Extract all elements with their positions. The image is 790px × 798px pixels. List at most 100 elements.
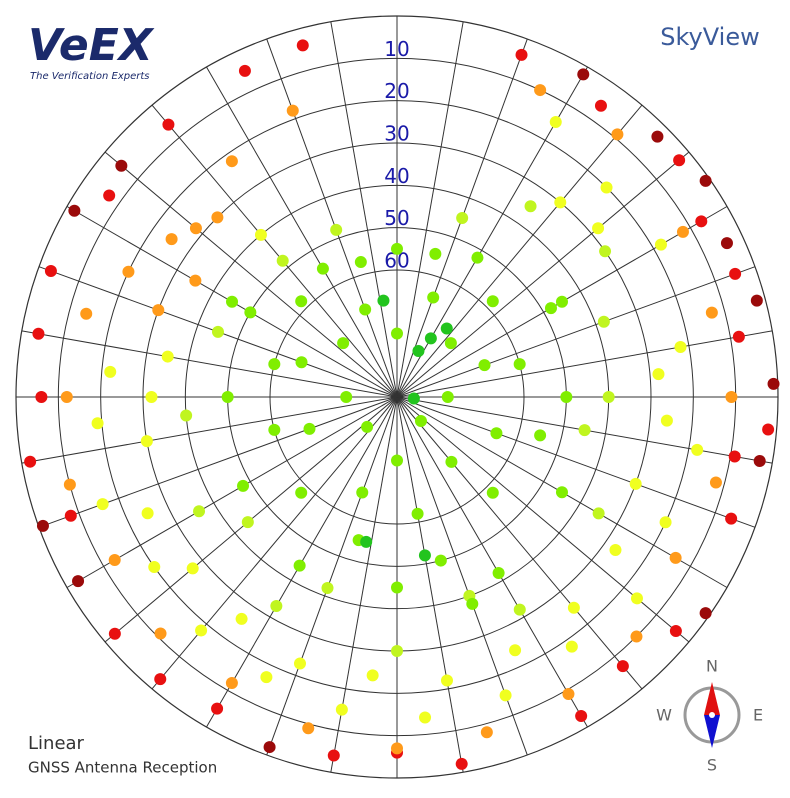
compass-s: S [707,756,717,775]
satellite-dot [115,159,128,172]
satellite-dot [445,455,458,468]
satellite-dot [592,222,605,235]
satellite-dot [303,422,316,435]
satellite-dot [302,722,315,735]
satellite-dot [330,223,343,236]
satellite-dot [268,358,281,371]
satellite-dot [254,228,267,241]
satellite-dot [391,454,403,467]
elevation-ring [100,100,694,694]
satellite-dot [490,427,503,440]
satellite-dot [108,627,121,640]
satellite-dot [391,645,403,657]
satellite-dot [193,505,206,518]
elevation-label: 20 [384,79,409,103]
satellite-dot [80,307,93,320]
satellite-dot [544,302,557,315]
satellite-dot [729,267,742,280]
azimuth-spoke [396,330,773,398]
satellite-dot [36,519,49,532]
satellite-dot [44,265,57,278]
satellite-dot [335,703,348,716]
satellite-dot [189,222,202,235]
satellite-dot [211,702,224,715]
satellite-dot [440,674,453,687]
satellite-dot [263,741,276,754]
satellite-tracks [24,39,780,770]
azimuth-spoke [151,396,398,690]
satellite-dot [189,274,202,287]
satellite-dot [762,423,775,436]
satellite-dot [471,251,484,264]
elevation-label: 30 [384,122,409,146]
satellite-dot [486,486,499,499]
satellite-dot [652,368,665,381]
satellite-dot [180,409,193,422]
satellite-dot [154,627,167,640]
satellite-dot [286,104,299,117]
satellite-dot [148,560,161,573]
satellite-dot [340,391,353,403]
satellite-dot [534,429,547,442]
satellite-dot [296,39,309,52]
compass-w: W [656,706,672,725]
azimuth-spoke [396,266,756,398]
caption: GNSS Antenna Reception [28,759,217,777]
satellite-dot [276,254,289,267]
satellite-dot [616,660,629,673]
azimuth-spoke [396,151,690,398]
satellite-dot [414,414,427,427]
satellite-dot [676,225,689,238]
satellite-dot [225,676,238,689]
satellite-dot [524,200,537,213]
satellite-dot [237,479,250,492]
satellite-dot [725,391,738,403]
satellite-dot [226,295,239,308]
satellite-dot [295,356,308,369]
satellite-dot [366,669,379,682]
satellite-dot [391,581,403,594]
azimuth-spoke [21,330,398,398]
satellite-dot [418,549,431,562]
satellite-dot [513,358,526,371]
satellite-dot [630,630,643,643]
satellite-dot [554,196,567,209]
satellite-dot [753,454,766,467]
satellite-dot [161,350,174,363]
satellite-dot [509,644,522,657]
satellite-dot [360,535,373,548]
satellite-dot [91,417,104,430]
satellite-dot [456,211,469,224]
satellite-dot [391,242,403,255]
satellite-dot [709,476,722,489]
satellite-dot [499,689,512,702]
satellite-dot [411,507,424,520]
satellite-dot [32,327,45,340]
satellite-dot [391,327,403,340]
satellite-dot [659,516,672,529]
satellite-dot [424,332,437,345]
satellite-dot [660,414,673,427]
satellite-dot [534,84,547,97]
satellite-dot [316,262,329,275]
satellite-dot [241,516,254,529]
compass-n: N [706,657,718,676]
satellite-dot [602,391,615,403]
satellite-dot [562,687,575,700]
azimuth-spoke [396,104,643,398]
satellite-dot [599,245,612,258]
satellite-dot [440,322,453,335]
satellite-dot [699,174,712,187]
satellite-dot [674,341,687,354]
azimuth-spoke [396,396,756,528]
azimuth-spoke [396,396,464,773]
satellite-dot [104,365,117,378]
azimuth-spoke [66,396,398,588]
satellite-dot [154,673,167,686]
satellite-dot [165,233,178,246]
satellite-dot [567,601,580,614]
compass-north-needle [704,682,720,715]
satellite-dot [560,391,573,403]
scale-label: Linear [28,733,85,754]
